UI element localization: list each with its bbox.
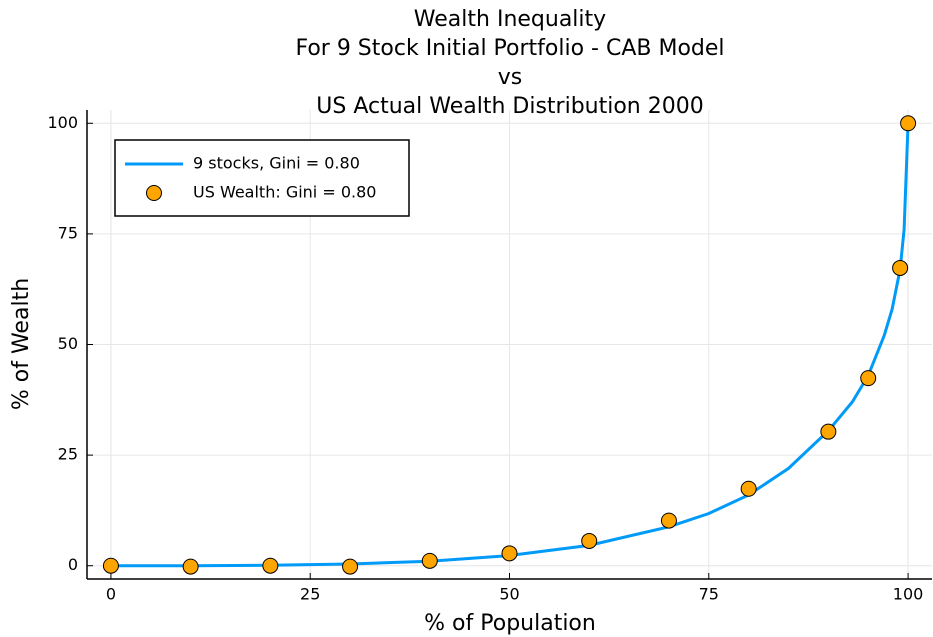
chart-title: vs xyxy=(498,65,522,90)
legend-label: 9 stocks, Gini = 0.80 xyxy=(193,154,360,173)
point xyxy=(102,557,119,574)
legend-label: US Wealth: Gini = 0.80 xyxy=(193,183,376,202)
x-tick-label: 75 xyxy=(699,585,719,604)
point xyxy=(182,558,199,575)
y-axis-label: % of Wealth xyxy=(9,278,34,410)
y-tick-label: 0 xyxy=(68,555,78,574)
point xyxy=(740,480,757,497)
x-tick-label: 50 xyxy=(499,585,519,604)
x-tick-label: 0 xyxy=(106,585,116,604)
point xyxy=(860,370,877,387)
x-tick-label: 25 xyxy=(300,585,320,604)
point xyxy=(581,532,598,549)
y-tick-label: 100 xyxy=(47,113,78,132)
point xyxy=(501,545,518,562)
chart-title: For 9 Stock Initial Portfolio - CAB Mode… xyxy=(295,36,724,61)
point xyxy=(892,259,909,276)
point xyxy=(342,558,359,575)
y-tick-label: 75 xyxy=(58,223,78,242)
legend-swatch xyxy=(146,185,162,201)
y-tick-label: 25 xyxy=(58,445,78,464)
point xyxy=(421,552,438,569)
point xyxy=(900,115,917,132)
point xyxy=(660,512,677,529)
x-axis-label: % of Population xyxy=(424,611,596,636)
y-tick-label: 50 xyxy=(58,334,78,353)
chart-title: Wealth Inequality xyxy=(414,7,606,32)
point xyxy=(262,557,279,574)
x-tick-label: 100 xyxy=(893,585,924,604)
point xyxy=(820,423,837,440)
legend-box xyxy=(114,139,410,217)
